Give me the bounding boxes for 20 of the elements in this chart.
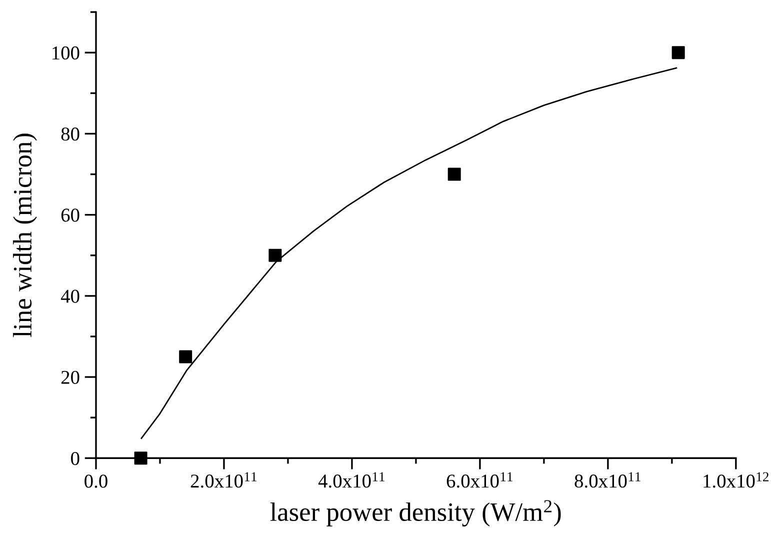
y-tick-label: 20 [61,370,80,384]
point [179,350,192,364]
y-tick-label: 0 [71,452,80,466]
point [134,452,148,465]
x-tick-label: 0.0 [84,474,108,488]
y-tick-label: 40 [60,290,80,303]
line-series [140,67,678,439]
y-tick-label: 80 [61,128,80,141]
point [268,248,282,262]
point [448,168,461,181]
x-tick-label: 4.0x10$^{11}$ [318,472,384,488]
y-tick-label: 60 [61,208,80,222]
x-tick-label: 2.0x10$^{11}$ [190,472,256,488]
y-axis-title: line width (micron) [13,134,37,338]
point [672,46,685,60]
x-axis-title: laser power density (W/m$^{2}$) [270,500,561,526]
y-tick-label: 100 [52,46,80,60]
x-tick-label: 1.0x10$^{12}$ [704,472,768,488]
x-tick-label: 6.0x10$^{11}$ [446,472,512,488]
x-tick-label: 8.0x10$^{11}$ [574,472,640,488]
